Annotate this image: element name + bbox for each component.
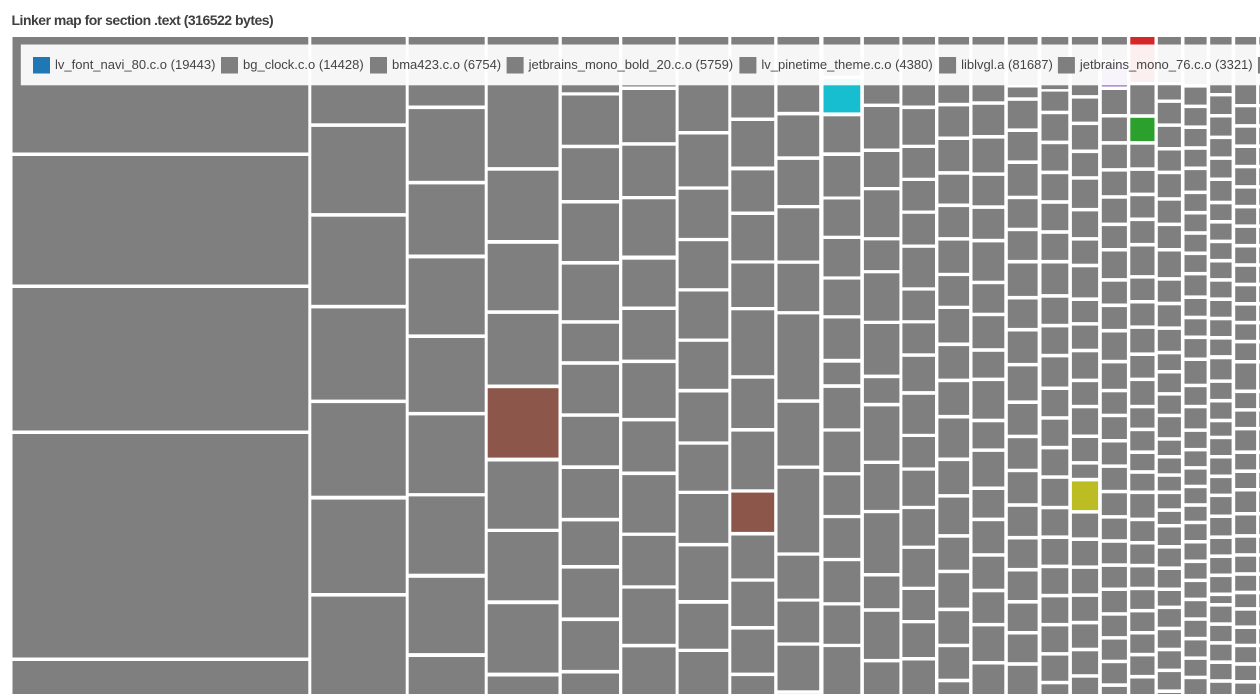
svg-text:lv_font_navi_80.c.o (19443): lv_font_navi_80.c.o (19443) <box>55 57 215 72</box>
svg-text:jetbrains_mono_76.c.o (3321): jetbrains_mono_76.c.o (3321) <box>1079 57 1253 72</box>
svg-text:jetbrains_mono_bold_20.c.o (57: jetbrains_mono_bold_20.c.o (5759) <box>528 57 734 72</box>
svg-text:lv_pinetime_theme.c.o (4380): lv_pinetime_theme.c.o (4380) <box>761 57 932 72</box>
svg-text:bma423.c.o (6754): bma423.c.o (6754) <box>392 57 501 72</box>
svg-text:liblvgl.a (81687): liblvgl.a (81687) <box>961 57 1053 72</box>
svg-text:bg_clock.c.o (14428): bg_clock.c.o (14428) <box>243 57 364 72</box>
svg-text:Linker map for section .text (: Linker map for section .text (316522 byt… <box>12 12 274 28</box>
